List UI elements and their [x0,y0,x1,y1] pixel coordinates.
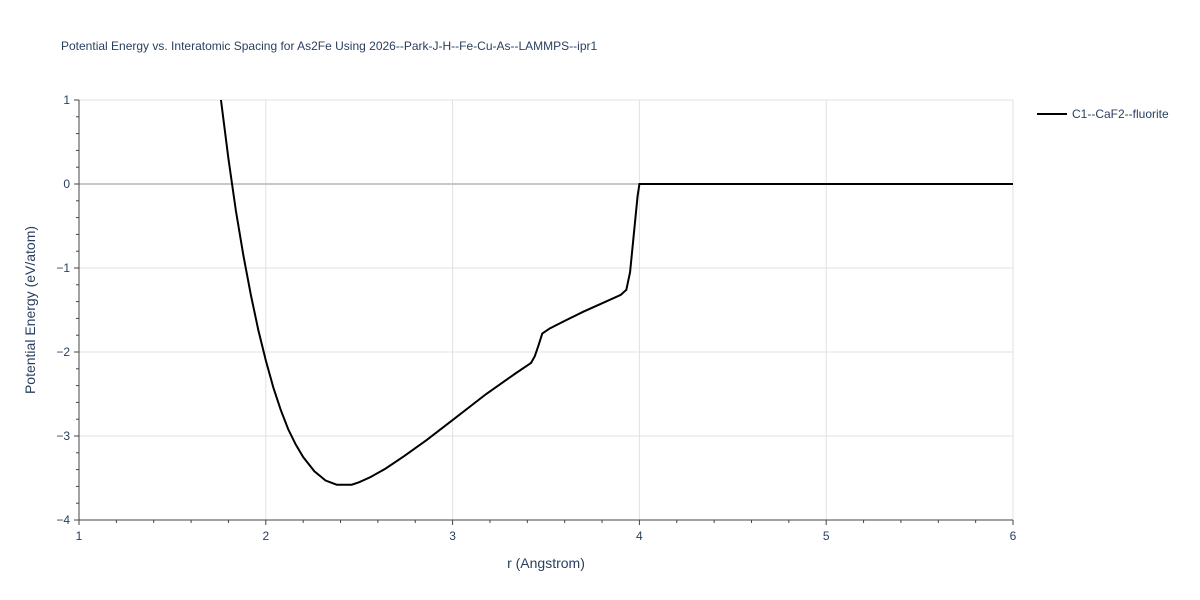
chart-title: Potential Energy vs. Interatomic Spacing… [61,39,598,53]
y-axis-title: Potential Energy (eV/atom) [22,226,38,394]
x-tick-label: 4 [636,529,643,543]
x-tick-label: 2 [262,529,269,543]
y-tick-label: −1 [56,261,70,275]
x-tick-label: 1 [76,529,83,543]
x-axis-title: r (Angstrom) [507,555,585,571]
y-tick-label: 1 [63,93,70,107]
series-lines [219,99,1013,486]
y-tick-label: −3 [56,429,70,443]
series-line [219,99,1013,486]
axes: 1 2 3 4 5 6 −4 −3 −2 −1 0 1 [56,93,1016,543]
legend[interactable]: C1--CaF2--fluorite [1037,107,1169,121]
x-tick-label: 3 [449,529,456,543]
legend-label[interactable]: C1--CaF2--fluorite [1072,107,1169,121]
x-tick-label: 5 [823,529,830,543]
y-tick-label: −4 [56,513,70,527]
y-tick-label: 0 [63,177,70,191]
x-tick-label: 6 [1010,529,1017,543]
grid [79,99,1014,520]
y-tick-label: −2 [56,345,70,359]
